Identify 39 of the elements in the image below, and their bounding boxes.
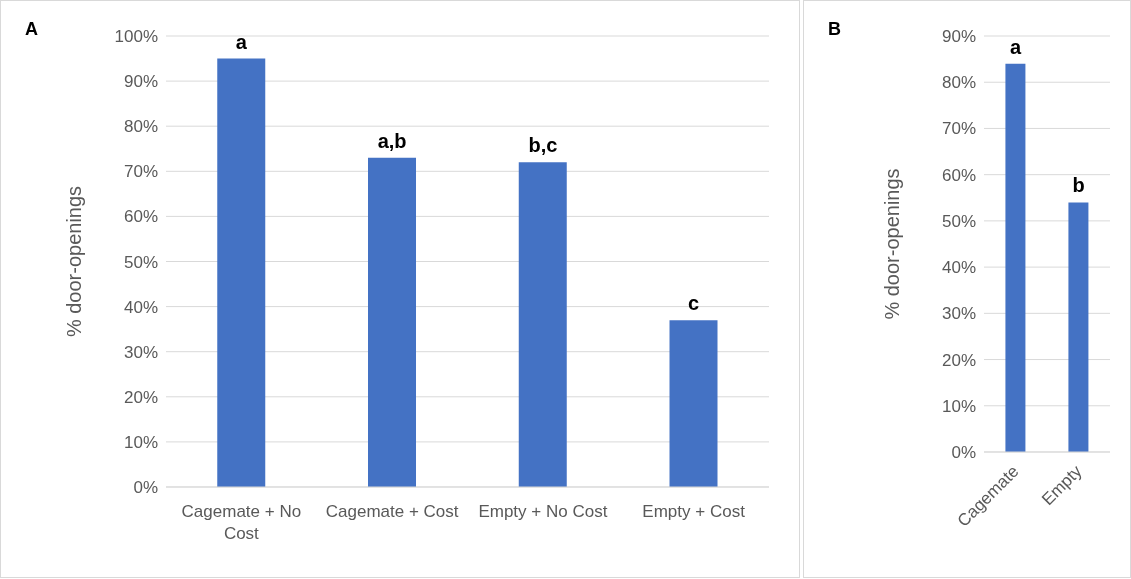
bar (518, 162, 567, 487)
y-tick-label: 50% (941, 211, 976, 231)
y-tick-label: 0% (133, 478, 158, 498)
bar (669, 320, 718, 487)
x-tick-label: Cagemate + Cost (325, 502, 459, 521)
y-tick-label: 70% (123, 162, 158, 182)
annotation: a,b (377, 129, 407, 152)
y-tick-label: 90% (941, 27, 976, 47)
y-axis-title: % door-openings (63, 185, 86, 338)
y-tick-label: 60% (123, 207, 158, 227)
y-tick-label: 80% (941, 73, 976, 93)
bar (368, 157, 417, 487)
y-tick-label: 40% (123, 297, 158, 317)
x-tick-label: Empty + No Cost (478, 502, 608, 521)
y-tick-label: 100% (114, 27, 158, 47)
annotation: a (235, 30, 248, 53)
chart-title: A (25, 19, 38, 40)
y-tick-label: 10% (123, 432, 158, 452)
annotation: c (688, 292, 700, 315)
y-tick-label: 10% (941, 396, 976, 416)
annotation: a (1009, 35, 1022, 58)
y-tick-label: 20% (941, 350, 976, 370)
y-tick-label: 0% (951, 443, 976, 463)
x-tick-label: Empty + Cost (642, 502, 746, 521)
y-tick-label: 80% (123, 117, 158, 137)
y-tick-label: 60% (941, 165, 976, 185)
annotation: b (1072, 174, 1085, 197)
text: B (828, 19, 841, 40)
y-tick-label: 40% (941, 258, 976, 278)
y-tick-label: 20% (123, 387, 158, 407)
y-tick-label: 90% (123, 72, 158, 92)
y-tick-label: 30% (941, 304, 976, 324)
y-tick-label: 50% (123, 252, 158, 272)
annotation: b,c (528, 134, 558, 157)
bar (217, 58, 266, 487)
y-tick-label: 30% (123, 342, 158, 362)
x-tick-label: Cagemate + No Cost (181, 502, 302, 543)
y-axis-title: % door-openings (881, 168, 904, 320)
y-tick-label: 70% (941, 119, 976, 139)
